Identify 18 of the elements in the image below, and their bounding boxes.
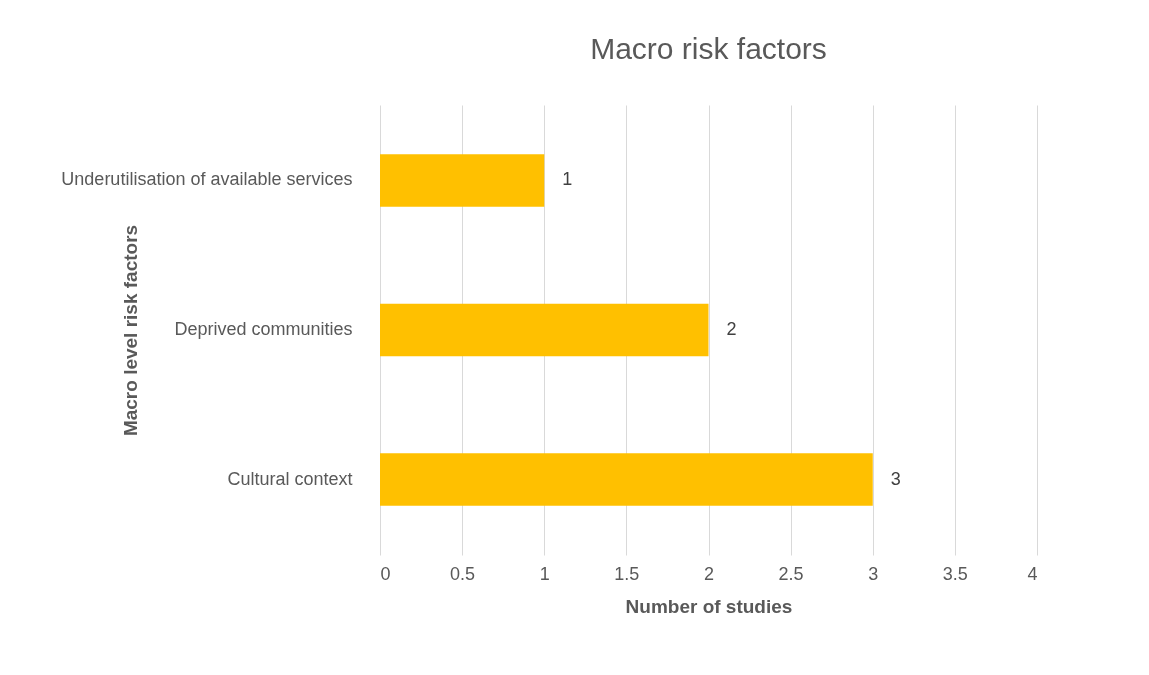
y-tick-label: Cultural context xyxy=(227,468,353,489)
data-label: 1 xyxy=(562,169,573,190)
data-label: 2 xyxy=(726,319,737,339)
x-tick-label: 4 xyxy=(1027,563,1038,584)
x-tick-label: 1 xyxy=(539,563,550,584)
x-tick-label: 0.5 xyxy=(450,563,476,584)
x-tick-label: 0 xyxy=(380,563,391,584)
x-tick-label: 3.5 xyxy=(942,563,968,584)
x-tick-label: 3 xyxy=(868,563,879,584)
x-tick-label: 1.5 xyxy=(614,563,640,584)
x-axis-title: Number of studies xyxy=(625,595,793,617)
y-tick-label: Underutilisation of available services xyxy=(61,169,353,190)
data-label: 3 xyxy=(890,468,901,489)
y-axis-title: Macro level risk factors xyxy=(119,224,141,437)
chart-title: Macro risk factors xyxy=(590,32,827,65)
x-tick-label: 2.5 xyxy=(778,563,804,584)
y-tick-label: Deprived communities xyxy=(174,319,353,339)
x-tick-label: 2 xyxy=(703,563,715,584)
